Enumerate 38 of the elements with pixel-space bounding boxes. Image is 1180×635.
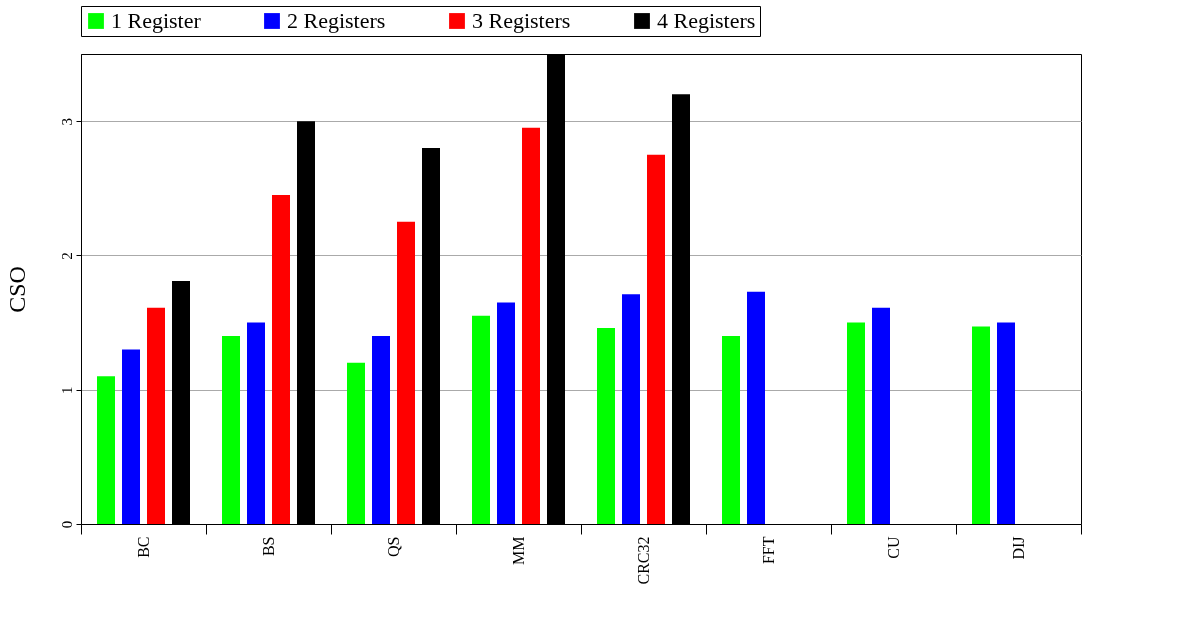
x-tick-label: BS	[260, 536, 277, 557]
bar	[222, 336, 240, 524]
x-tick-label: FFT	[760, 536, 777, 565]
bar	[247, 322, 265, 524]
legend-label: 3 Registers	[472, 8, 571, 33]
bar	[597, 327, 615, 524]
x-tick-label: BC	[135, 536, 152, 558]
legend-label: 2 Registers	[287, 8, 386, 33]
legend-label: 4 Registers	[657, 8, 756, 33]
bar	[497, 302, 515, 524]
bar	[972, 326, 990, 524]
x-tick-label: CU	[885, 536, 902, 559]
bar	[147, 307, 165, 524]
bar	[97, 376, 115, 524]
bar	[372, 336, 390, 524]
bar	[622, 294, 640, 524]
bar	[347, 362, 365, 524]
bar	[847, 322, 865, 524]
bar	[122, 349, 140, 524]
bar	[997, 322, 1015, 524]
x-tick-label: QS	[385, 536, 402, 557]
bar	[522, 127, 540, 524]
bar	[272, 195, 290, 524]
bar	[722, 336, 740, 524]
x-tick-label: DIJ	[1010, 536, 1027, 560]
bar	[397, 221, 415, 524]
y-tick-label: 3	[58, 117, 75, 126]
bar	[647, 154, 665, 524]
bar	[872, 307, 890, 524]
legend-label: 1 Register	[111, 8, 202, 33]
bar	[472, 315, 490, 524]
y-tick-label: 0	[58, 520, 75, 529]
y-tick-label: 1	[58, 386, 75, 394]
y-tick-label: 2	[58, 252, 75, 260]
x-tick-label: MM	[510, 536, 527, 565]
y-axis-title: CSO	[3, 266, 30, 313]
bar	[747, 291, 765, 524]
x-tick-label: CRC32	[635, 536, 652, 585]
